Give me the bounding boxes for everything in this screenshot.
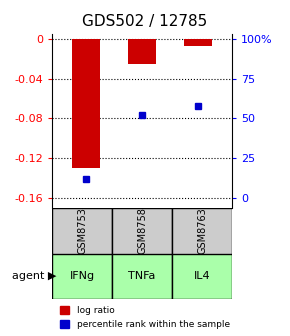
FancyBboxPatch shape: [52, 254, 112, 299]
Text: GSM8753: GSM8753: [77, 208, 87, 254]
Text: IFNg: IFNg: [70, 271, 95, 281]
Text: GSM8763: GSM8763: [197, 208, 207, 254]
Text: GSM8758: GSM8758: [137, 208, 147, 254]
FancyBboxPatch shape: [172, 208, 232, 254]
Bar: [72, 39, 100, 168]
Text: GDS502 / 12785: GDS502 / 12785: [82, 14, 208, 29]
Bar: [184, 39, 212, 46]
Text: IL4: IL4: [194, 271, 210, 281]
Legend: log ratio, percentile rank within the sample: log ratio, percentile rank within the sa…: [58, 303, 232, 332]
FancyBboxPatch shape: [112, 208, 172, 254]
FancyBboxPatch shape: [112, 254, 172, 299]
Text: agent ▶: agent ▶: [12, 271, 56, 281]
Text: TNFa: TNFa: [128, 271, 156, 281]
FancyBboxPatch shape: [172, 254, 232, 299]
Bar: [128, 39, 156, 64]
FancyBboxPatch shape: [52, 208, 112, 254]
